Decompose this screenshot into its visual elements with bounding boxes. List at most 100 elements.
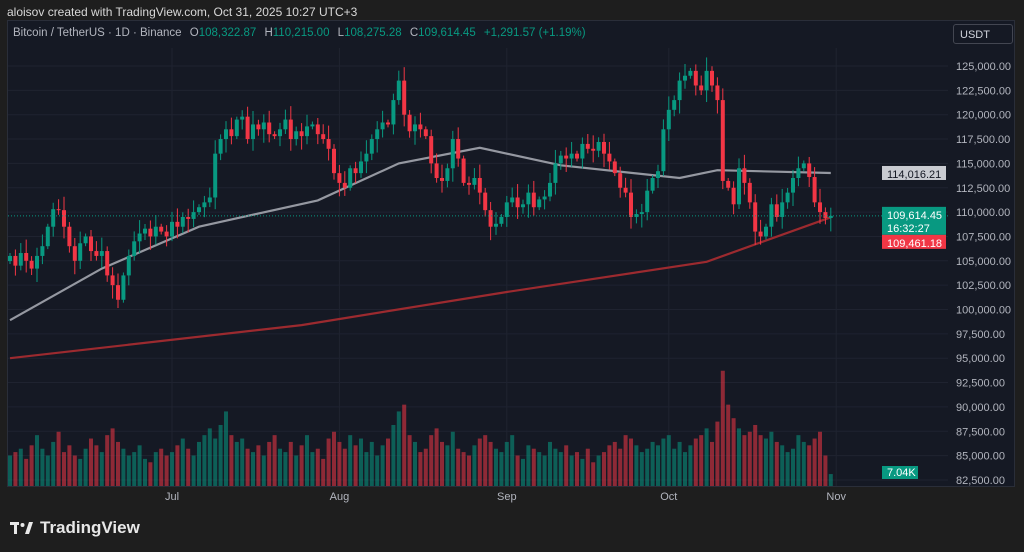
candle-body (801, 163, 806, 169)
candle (742, 154, 747, 195)
volume-bar (396, 411, 401, 486)
volume-bar (283, 452, 288, 486)
candle-body (240, 116, 245, 120)
candle-body (531, 192, 536, 208)
y-tick-label: 107,500.00 (956, 231, 1011, 243)
volume-bar (666, 435, 671, 486)
candle (715, 77, 720, 114)
candle-body (180, 216, 185, 227)
candle (348, 165, 353, 191)
volume-bar (229, 435, 234, 486)
volume-bar (699, 435, 704, 486)
candle (423, 126, 428, 140)
candle-body (164, 231, 169, 237)
candle (105, 246, 110, 282)
candle (224, 121, 228, 153)
volume-bar (764, 438, 768, 486)
candle (467, 176, 471, 195)
candle (83, 233, 88, 247)
candle (672, 95, 677, 117)
candle (283, 109, 288, 134)
candle (488, 201, 493, 241)
volume-bar (407, 435, 412, 486)
currency-selector[interactable]: USDT (953, 24, 1013, 44)
volume-bar (553, 448, 558, 486)
volume-bar (45, 455, 50, 486)
candle-body (704, 70, 709, 91)
candle-body (359, 161, 363, 174)
volume-bar (445, 445, 450, 486)
candle-body (812, 177, 817, 203)
candle (699, 75, 704, 96)
ma50-price-label-bg (882, 165, 946, 180)
candle (310, 121, 315, 130)
volume-bar (704, 428, 709, 486)
symbol-label[interactable]: Bitcoin / TetherUS · 1D · Binance (13, 27, 182, 39)
volume-bar (305, 435, 309, 486)
candle-body (35, 255, 39, 269)
candle (585, 133, 590, 154)
candle (305, 114, 309, 145)
candle (353, 161, 358, 184)
candle (218, 134, 223, 161)
volume-bar (272, 435, 277, 486)
y-tick-label: 90,000.00 (956, 402, 1005, 414)
candle-body (396, 80, 401, 101)
volume-bar (623, 435, 628, 486)
volume-bar (629, 438, 633, 486)
ma200-line (9, 216, 832, 360)
candle-body (380, 122, 385, 130)
candle (526, 184, 531, 218)
candle (402, 67, 407, 127)
candle (553, 149, 558, 195)
volume-bar (186, 448, 191, 486)
volume-bar (148, 462, 153, 486)
volume-bar (251, 452, 255, 486)
volume-bar (450, 431, 455, 486)
volume-bar (645, 448, 650, 486)
volume-bar (175, 445, 180, 486)
candle-body (251, 124, 255, 140)
y-tick-label: 115,000.00 (956, 158, 1010, 170)
candle-body (656, 171, 660, 179)
candle (537, 196, 542, 211)
volume-bar (715, 421, 720, 486)
volume-bar (164, 455, 169, 486)
candle-body (170, 221, 174, 237)
candle (764, 223, 768, 240)
low-key: L (337, 27, 345, 39)
candle (807, 156, 812, 187)
candle (278, 122, 282, 147)
candle-body (634, 214, 639, 217)
volume-bar (359, 438, 363, 486)
candle-body (110, 275, 115, 286)
volume-bar (742, 435, 747, 486)
candle-body (666, 109, 671, 130)
candle-body (143, 228, 147, 234)
candle (407, 110, 412, 138)
volume-bar (785, 452, 790, 486)
volume-bar (585, 448, 590, 486)
candle (256, 119, 261, 136)
volume-bar (602, 452, 606, 486)
candle-body (737, 168, 741, 205)
candle (785, 187, 790, 209)
candle (45, 223, 50, 250)
candle (197, 204, 201, 216)
candle (8, 253, 12, 264)
candle (780, 188, 785, 229)
volume-bar (159, 448, 164, 486)
volume-bar (823, 455, 828, 486)
volume-bar (364, 452, 369, 486)
volume-bar (40, 448, 45, 486)
y-tick-label: 122,500.00 (956, 85, 1011, 97)
candle-body (159, 226, 164, 232)
candle-body (672, 100, 677, 110)
candle-body (818, 202, 822, 213)
candle (494, 212, 498, 235)
candle-body (612, 161, 617, 174)
y-tick-label: 92,500.00 (956, 378, 1005, 390)
candle (375, 121, 380, 153)
candle-body (261, 122, 266, 130)
